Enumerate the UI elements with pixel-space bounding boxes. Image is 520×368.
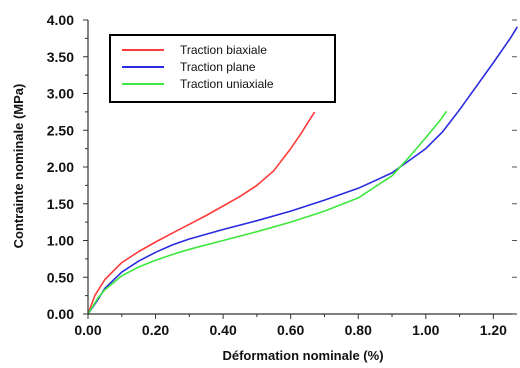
ticks (83, 19, 517, 319)
y-tick-label: 2.00 (47, 159, 74, 175)
y-tick-label: 4.00 (47, 12, 74, 28)
x-tick-label: 1.00 (412, 322, 439, 338)
x-tick-label: 1.20 (480, 322, 507, 338)
x-tick-label: 0.20 (142, 322, 169, 338)
plot-lines (87, 26, 518, 315)
y-tick-label: 2.50 (47, 122, 74, 138)
legend: Traction biaxiale Traction plane Traction … (109, 34, 336, 103)
y-tick-label: 0.00 (47, 306, 74, 322)
legend-box (109, 34, 336, 103)
y-tick-label: 3.50 (47, 49, 74, 65)
legend-label-1: Traction biaxiale (180, 43, 267, 57)
y-tick-label: 0.50 (47, 269, 74, 285)
x-axis-title: Déformation nominale (%) (222, 348, 383, 363)
series-line-3 (87, 111, 447, 315)
x-tick-label: 0.40 (209, 322, 236, 338)
tick-labels: 0.00 0.20 0.40 0.60 0.80 1.00 1.20 0.00 0.50 1.00… (47, 12, 507, 338)
legend-label-3: Traction uniaxiale (180, 77, 274, 91)
series-line-2 (87, 26, 518, 315)
legend-label-2: Traction plane (180, 60, 256, 74)
y-tick-label: 1.00 (47, 233, 74, 249)
y-tick-label: 1.50 (47, 196, 74, 212)
y-axis-title: Contrainte nominale (MPa) (11, 84, 26, 249)
x-tick-label: 0.00 (74, 322, 101, 338)
x-tick-label: 0.60 (277, 322, 304, 338)
x-tick-label: 0.80 (345, 322, 372, 338)
series-line-1 (87, 111, 316, 315)
y-tick-label: 3.00 (47, 86, 74, 102)
